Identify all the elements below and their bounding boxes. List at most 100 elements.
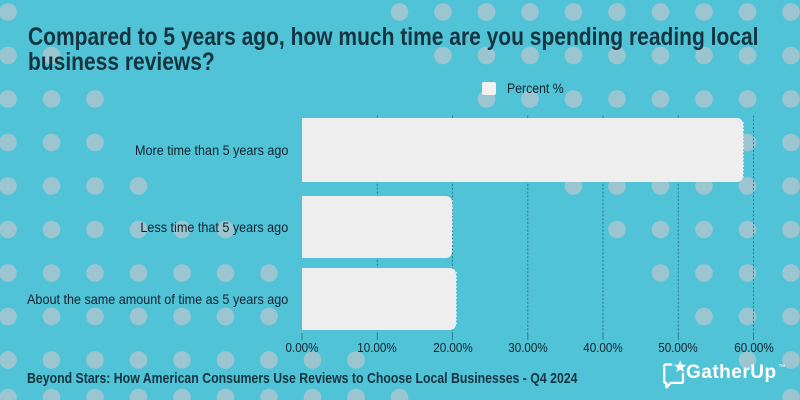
polka-dot [86,220,104,239]
polka-dot [782,46,800,65]
polka-dot [0,220,17,239]
tick-label-30: 30.00% [508,339,548,355]
polka-dot [651,46,670,65]
polka-dot [86,351,104,369]
polka-dot [86,264,104,282]
polka-dot [651,264,670,282]
polka-dot [477,3,496,21]
polka-dot [0,133,17,152]
polka-dot [129,264,148,282]
polka-dot [42,90,61,108]
chart-legend: Percent % [482,81,569,96]
polka-dot [564,46,583,65]
polka-dot [86,90,104,108]
polka-dot [0,177,17,195]
polka-dot [695,3,713,21]
tick-label-60: 60.00% [733,339,774,355]
polka-dot [42,46,61,65]
polka-dot [0,351,17,369]
polka-dot [42,220,61,239]
polka-dot [738,177,757,195]
bar-2 [302,267,458,330]
polka-dot [86,177,104,195]
polka-dot [738,3,757,21]
polka-dot [738,307,757,326]
star-icon [670,360,687,375]
polka-dot [738,90,757,108]
polka-dot [0,90,17,108]
polka-dot [0,46,17,65]
polka-dot [608,90,626,108]
polka-dot [216,388,235,400]
polka-dot [782,177,800,195]
polka-dot [260,351,278,369]
polka-dot [347,388,365,400]
polka-dot [216,307,235,326]
polka-dot [434,46,452,65]
polka-dot [695,220,713,239]
polka-dot [303,388,322,400]
polka-dot [0,3,17,21]
polka-dot [434,3,452,21]
polka-dot [608,220,626,239]
polka-dot [738,264,757,282]
polka-dot [86,133,104,152]
polka-dot [608,46,626,65]
polka-dot [260,388,278,400]
bar-1 [302,196,453,258]
polka-dot [390,388,409,400]
polka-dot [782,307,800,326]
speech-bubble-star-icon [663,360,687,389]
polka-dot [477,46,496,65]
legend-label: Percent % [506,81,564,96]
tick-label-20: 20.00% [432,339,473,355]
legend-swatch [482,81,496,96]
polka-dot [216,264,235,282]
polka-dot [173,388,191,400]
polka-dot [521,3,539,21]
polka-dot [347,351,365,369]
polka-dot [173,264,191,282]
polka-dot [651,90,670,108]
polka-dot [0,307,17,326]
polka-dot [0,388,17,400]
polka-dot [782,388,800,400]
polka-dot [42,133,61,152]
chart-title: Compared to 5 years ago, how much time a… [28,23,784,75]
polka-dot [521,46,539,65]
polka-dot [42,264,61,282]
tick-label-40: 40.00% [583,339,623,355]
polka-dot [216,351,235,369]
polka-dot [782,264,800,282]
bar-0 [302,118,744,182]
polka-dot [695,46,713,65]
trademark-symbol: ™ [778,364,786,372]
tick-label-10: 10.00% [357,339,397,355]
polka-dot [695,264,713,282]
chart-title-line1: Compared to 5 years ago, how much time a… [28,23,759,51]
polka-dot [564,3,583,21]
polka-dot [782,351,800,369]
gatherup-logo-text: GatherUp ™ [686,363,786,382]
polka-dot [782,90,800,108]
polka-dot [129,351,148,369]
polka-dot [738,351,757,369]
speech-bubble-outline [663,363,685,389]
polka-dot [695,90,713,108]
polka-dot [521,90,539,108]
polka-dot [782,133,800,152]
category-label-1: Less time that 5 years ago [140,219,288,235]
polka-dot [129,307,148,326]
polka-dot [738,46,757,65]
polka-dot [260,307,278,326]
polka-dot [782,3,800,21]
polka-dot [129,220,148,239]
polka-dot [129,177,148,195]
polka-dot [303,351,322,369]
polka-dot [0,264,17,282]
polka-dot [42,307,61,326]
polka-dot [173,351,191,369]
polka-dot [608,3,626,21]
polka-dot [173,307,191,326]
